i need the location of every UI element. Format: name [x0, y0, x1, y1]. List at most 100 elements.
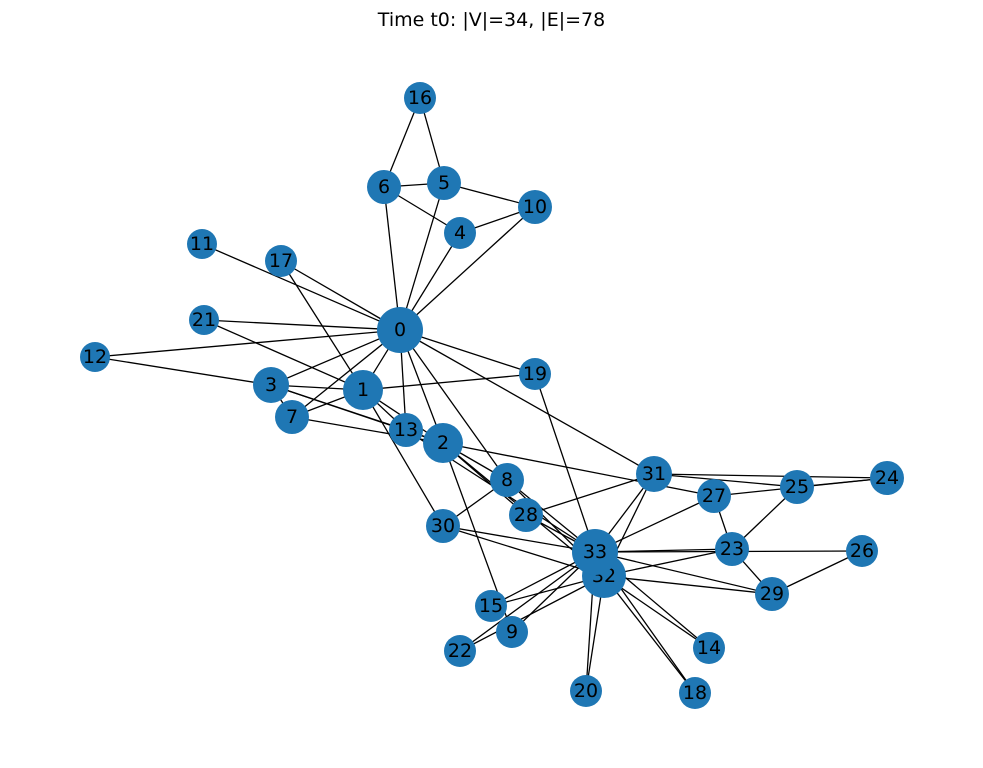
node-label-29: 29: [760, 583, 784, 605]
node-circle-17: [265, 245, 297, 277]
node-circle-31: [636, 456, 672, 492]
node-label-11: 11: [190, 233, 214, 255]
node-circle-33: [572, 529, 618, 575]
node-label-23: 23: [720, 538, 744, 560]
node-14: 14: [693, 632, 725, 664]
node-circle-21: [189, 305, 219, 335]
node-27: 27: [697, 479, 731, 513]
node-label-8: 8: [501, 469, 513, 491]
node-circle-24: [870, 461, 904, 495]
node-circle-20: [570, 675, 602, 707]
node-3: 3: [253, 367, 289, 403]
node-circle-25: [780, 470, 814, 504]
node-label-22: 22: [448, 640, 472, 662]
node-label-1: 1: [357, 379, 369, 401]
node-circle-22: [444, 635, 476, 667]
node-label-6: 6: [378, 176, 390, 198]
node-circle-14: [693, 632, 725, 664]
node-23: 23: [715, 532, 749, 566]
node-circle-11: [187, 229, 217, 259]
node-circle-19: [519, 358, 551, 390]
node-circle-12: [80, 342, 110, 372]
node-label-17: 17: [269, 250, 293, 272]
edge-0-8: [399, 329, 508, 481]
node-15: 15: [475, 590, 507, 622]
node-circle-26: [846, 535, 878, 567]
node-circle-27: [697, 479, 731, 513]
edge-18-32: [603, 575, 696, 694]
node-10: 10: [518, 190, 552, 224]
node-label-30: 30: [431, 515, 455, 537]
node-9: 9: [496, 616, 528, 648]
node-label-12: 12: [83, 346, 107, 368]
node-8: 8: [490, 463, 524, 497]
node-20: 20: [570, 675, 602, 707]
node-circle-29: [755, 577, 789, 611]
node-label-0: 0: [394, 319, 406, 341]
edge-1-21: [203, 319, 364, 391]
edge-3-13: [270, 384, 407, 431]
node-6: 6: [367, 170, 401, 204]
node-label-5: 5: [438, 172, 450, 194]
node-circle-7: [275, 400, 309, 434]
node-28: 28: [509, 498, 543, 532]
edge-29-32: [603, 575, 773, 595]
node-label-3: 3: [265, 374, 277, 396]
edge-29-33: [594, 551, 773, 595]
node-label-33: 33: [583, 541, 607, 563]
node-label-2: 2: [437, 432, 449, 454]
node-5: 5: [427, 166, 461, 200]
node-label-7: 7: [286, 406, 298, 428]
node-label-16: 16: [408, 87, 432, 109]
node-label-14: 14: [697, 637, 721, 659]
node-11: 11: [187, 229, 217, 259]
edge-28-31: [525, 473, 655, 516]
node-26: 26: [846, 535, 878, 567]
edge-24-31: [653, 473, 888, 479]
node-circle-18: [679, 677, 711, 709]
node-30: 30: [426, 509, 460, 543]
node-7: 7: [275, 400, 309, 434]
node-circle-13: [389, 413, 423, 447]
node-label-15: 15: [479, 595, 503, 617]
edge-0-21: [203, 319, 401, 331]
edge-1-19: [362, 373, 536, 391]
node-label-25: 25: [785, 476, 809, 498]
edge-0-10: [399, 206, 536, 331]
edge-1-30: [362, 389, 444, 527]
node-label-31: 31: [642, 463, 666, 485]
node-label-19: 19: [523, 363, 547, 385]
node-circle-2: [423, 423, 463, 463]
node-circle-10: [518, 190, 552, 224]
nodes-layer: 0123456789101112131415161718192021222324…: [80, 82, 904, 709]
node-0: 0: [377, 307, 423, 353]
node-21: 21: [189, 305, 219, 335]
node-25: 25: [780, 470, 814, 504]
node-circle-28: [509, 498, 543, 532]
node-17: 17: [265, 245, 297, 277]
node-24: 24: [870, 461, 904, 495]
edge-3-12: [94, 356, 272, 386]
node-13: 13: [389, 413, 423, 447]
node-1: 1: [343, 370, 383, 410]
node-circle-4: [444, 217, 476, 249]
node-2: 2: [423, 423, 463, 463]
node-label-21: 21: [192, 309, 216, 331]
node-circle-0: [377, 307, 423, 353]
edge-0-12: [94, 329, 401, 358]
node-18: 18: [679, 677, 711, 709]
edge-22-32: [459, 575, 605, 652]
node-circle-5: [427, 166, 461, 200]
node-label-26: 26: [850, 540, 874, 562]
node-31: 31: [636, 456, 672, 492]
node-label-4: 4: [454, 222, 466, 244]
node-circle-8: [490, 463, 524, 497]
node-circle-3: [253, 367, 289, 403]
node-circle-1: [343, 370, 383, 410]
node-label-10: 10: [523, 196, 547, 218]
node-16: 16: [404, 82, 436, 114]
node-22: 22: [444, 635, 476, 667]
node-label-20: 20: [574, 680, 598, 702]
